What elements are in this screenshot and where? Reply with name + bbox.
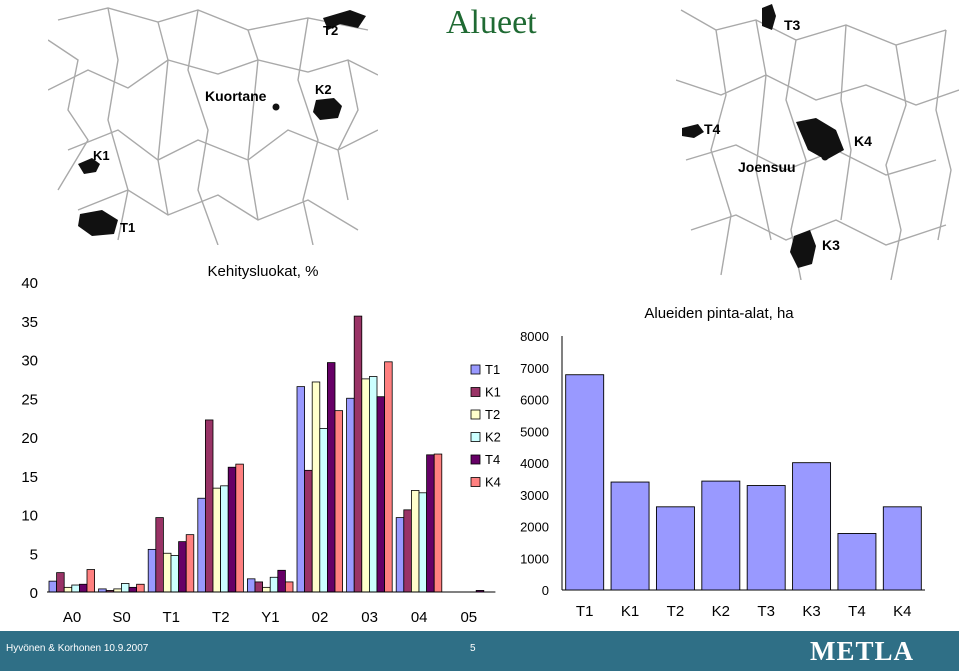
x-tick-label: T2 <box>667 603 685 620</box>
map-area-label: K4 <box>854 133 872 149</box>
x-tick-label: T4 <box>848 603 866 620</box>
map-area-label: T4 <box>704 121 721 137</box>
y-tick-label: 3000 <box>520 488 549 503</box>
bar <box>655 506 695 591</box>
x-tick-label: Y1 <box>261 609 279 626</box>
legend-swatch <box>470 387 481 397</box>
legend-swatch <box>470 364 481 375</box>
slide-title: Alueet <box>446 4 537 41</box>
y-tick-label: 0 <box>542 583 549 598</box>
map-town-label: Joensuu <box>738 159 796 175</box>
legend-label: T2 <box>485 407 500 422</box>
legend-label: K2 <box>485 430 501 445</box>
x-tick-label: K4 <box>893 603 911 620</box>
x-tick-label: T3 <box>757 603 775 620</box>
map-area-label: T3 <box>784 17 801 33</box>
legend-swatch <box>470 477 481 487</box>
bar <box>837 533 877 591</box>
y-tick-label: 15 <box>21 469 38 486</box>
map-town-label: Kuortane <box>205 88 267 104</box>
x-tick-label: A0 <box>63 609 81 626</box>
legend-swatch <box>470 454 481 465</box>
legend-swatch <box>470 432 481 442</box>
map-area-label: K2 <box>315 82 332 97</box>
kuortane-marker <box>272 103 280 111</box>
legend-label: K4 <box>485 475 501 490</box>
x-tick-label: 03 <box>361 609 378 626</box>
x-tick-label: T2 <box>212 609 230 626</box>
y-tick-label: 7000 <box>520 361 549 376</box>
metla-logo: METLA <box>810 636 915 666</box>
legend-swatch <box>470 409 481 420</box>
x-tick-label: 05 <box>460 609 477 626</box>
y-tick-label: 10 <box>21 508 38 525</box>
y-tick-label: 8000 <box>520 329 549 344</box>
y-tick-label: 2000 <box>520 520 549 535</box>
map-area-label: T1 <box>120 220 135 235</box>
map-kuortane: Kuortane T2 K2 K1 T1 <box>48 0 378 245</box>
y-tick-label: 25 <box>21 391 38 408</box>
bar <box>701 480 741 591</box>
x-tick-label: K2 <box>712 603 730 620</box>
y-tick-label: 40 <box>21 275 38 292</box>
bar <box>610 481 650 591</box>
y-tick-label: 4000 <box>520 456 549 471</box>
y-tick-label: 35 <box>21 314 38 331</box>
bar <box>746 485 786 591</box>
x-tick-label: K3 <box>802 603 820 620</box>
x-tick-label: 02 <box>312 609 329 626</box>
map-area-label: K3 <box>822 237 840 253</box>
x-tick-label: 04 <box>411 609 428 626</box>
x-tick-label: K1 <box>621 603 639 620</box>
legend-label: K1 <box>485 385 501 400</box>
page-number: 5 <box>470 643 476 654</box>
chart-title: Kehitysluokat, % <box>208 263 319 280</box>
y-tick-label: 5000 <box>520 424 549 439</box>
footer-bar: Hyvönen & Korhonen 10.9.2007 5 METLA <box>0 631 959 671</box>
x-tick-label: T1 <box>162 609 180 626</box>
x-tick-label: S0 <box>112 609 130 626</box>
y-tick-label: 0 <box>30 585 38 602</box>
joensuu-marker <box>821 153 829 161</box>
bar <box>792 462 832 591</box>
y-tick-label: 1000 <box>520 551 549 566</box>
legend-label: T4 <box>485 452 500 467</box>
x-tick-label: T1 <box>576 603 594 620</box>
bar <box>882 506 922 591</box>
chart-title: Alueiden pinta-alat, ha <box>644 305 794 322</box>
map-joensuu: Joensuu T3 T4 K4 K3 <box>676 0 959 280</box>
y-tick-label: 20 <box>21 430 38 447</box>
bar <box>565 374 605 591</box>
map-area-label: T2 <box>323 23 338 38</box>
footer-author: Hyvönen & Korhonen 10.9.2007 <box>6 643 149 654</box>
y-tick-label: 5 <box>30 546 38 563</box>
area-size-chart: Alueiden pinta-alat, ha 0 1000 2000 3000 400… <box>520 305 925 620</box>
y-tick-label: 30 <box>21 353 38 370</box>
y-tick-label: 6000 <box>520 393 549 408</box>
legend-label: T1 <box>485 362 500 377</box>
map-area-label: K1 <box>93 148 110 163</box>
